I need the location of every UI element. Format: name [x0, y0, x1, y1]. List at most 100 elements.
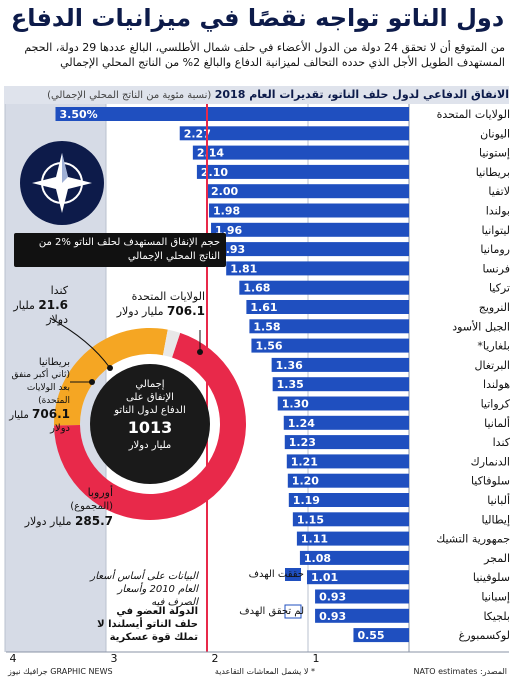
bar — [299, 550, 409, 565]
bar — [272, 377, 409, 392]
legend-met-swatch — [285, 568, 301, 581]
bar — [246, 300, 409, 314]
canada-leader-dot — [107, 365, 113, 371]
us-label: الولايات المتحدة 706.1 مليار دولار — [105, 290, 205, 319]
x-tick-label: 2 — [212, 652, 219, 665]
category-label: جمهورية التشيك — [436, 533, 510, 546]
bar-value-label: 2.14 — [197, 147, 224, 160]
bar — [214, 242, 409, 257]
legend-met-label: حققت الهدف — [248, 569, 304, 580]
donut-center-line1: إجمالي — [135, 379, 165, 390]
category-label: كرواتيا — [481, 398, 511, 411]
bar — [226, 261, 409, 276]
bar — [277, 396, 409, 411]
donut-segment — [162, 329, 181, 358]
bar — [286, 454, 409, 469]
bar-value-label: 0.55 — [357, 629, 384, 642]
bar — [288, 493, 409, 507]
donut-center: إجمالي الإنفاق على الدفاع لدول الناتو 10… — [95, 378, 205, 452]
bar — [292, 512, 409, 527]
bar — [353, 628, 409, 643]
bar — [315, 608, 409, 623]
uk-label: بريطانيا (ثاني أكبر منفق بعد الولايات ال… — [8, 356, 70, 435]
bar — [251, 338, 409, 353]
canada-unit: مليار دولار — [13, 299, 68, 326]
bar-value-label: 0.93 — [319, 591, 346, 604]
footer-footnote: * لا يشمل المعاشات التقاعدية — [214, 667, 315, 676]
bar-value-label: 1.15 — [297, 513, 324, 526]
canada-value: 21.6 — [38, 298, 68, 312]
category-label: ليتوانيا — [482, 224, 510, 237]
iceland-note: الدولة العضو في حلف الناتو أيسلندا لا تم… — [97, 606, 198, 643]
target-label: حجم الإنفاق المستهدف لحلف الناتو %2 من ا… — [14, 233, 226, 267]
bar — [306, 570, 409, 585]
bar-value-label: 1.08 — [304, 552, 331, 565]
donut-center-disc — [90, 364, 210, 484]
legend-not-met-swatch — [284, 604, 302, 619]
donut-segment — [54, 328, 168, 426]
bar — [211, 222, 409, 237]
category-label: بلغاريا* — [477, 340, 510, 353]
category-label: سلوفينيا — [473, 571, 510, 584]
bar-value-label: 1.20 — [292, 475, 319, 488]
footer-credit: GRAPHIC NEWS جرافيك نيوز — [8, 667, 113, 676]
basis-note: البيانات على أساس أسعار العام 2010 وأسعا… — [90, 571, 198, 608]
bar-value-label: 1.61 — [250, 301, 277, 314]
category-label: البرتغال — [474, 359, 510, 372]
chart-header: الانفاق الدفاعي لدول حلف الناتو، تقديرات… — [4, 86, 509, 104]
category-label: لاتفيا — [488, 185, 510, 198]
category-label: ألبانيا — [487, 493, 510, 507]
bar-value-label: 1.30 — [282, 398, 309, 411]
category-label: النرويج — [479, 301, 510, 314]
bar — [284, 435, 409, 450]
category-label: بلجيكا — [483, 610, 510, 623]
bar-value-label: 1.21 — [291, 455, 318, 468]
bar-value-label: 1.11 — [301, 533, 328, 546]
bar — [207, 184, 409, 199]
donut-center-unit: مليار دولار — [128, 440, 172, 451]
bar — [196, 164, 409, 179]
uk-leader-dot — [89, 379, 95, 385]
uk-name: بريطانيا — [38, 357, 70, 368]
canada-leader-line — [49, 317, 111, 369]
europe-unit: مليار دولار — [24, 515, 72, 528]
category-label: بريطانيا — [476, 166, 510, 179]
legend-not-met: لم تحقق الهدف — [214, 606, 304, 617]
footer-source: المصدر: NATO estimates — [413, 667, 507, 676]
nato-star-shade — [62, 153, 68, 183]
category-label: فرنسا — [482, 262, 510, 275]
bar-value-label: 0.93 — [319, 610, 346, 623]
us-name: الولايات المتحدة — [131, 290, 205, 303]
uk-note: (ثاني أكبر منفق بعد الولايات المتحدة) — [11, 370, 70, 406]
bar-value-label: 1.35 — [277, 378, 304, 391]
europe-name: أوروبا — [87, 486, 113, 499]
bar-value-label: 1.68 — [243, 282, 270, 295]
bar — [192, 145, 409, 160]
bar-value-label: 1.56 — [255, 340, 282, 353]
uk-unit: مليار دولار — [9, 410, 70, 434]
category-label: لوكسمبورغ — [459, 629, 510, 642]
bar-value-label: 1.98 — [213, 205, 240, 218]
bar-value-label: 1.81 — [230, 262, 257, 275]
category-label: الولايات المتحدة — [437, 108, 510, 121]
europe-value: 285.7 — [75, 514, 113, 528]
bar — [271, 357, 409, 372]
bar-value-label: 1.23 — [289, 436, 316, 449]
bar-value-label: 3.50% — [60, 108, 98, 121]
bar-value-label: 1.01 — [311, 571, 338, 584]
donut-center-line2: الإنفاق على — [126, 392, 174, 403]
category-label: ألمانيا — [484, 416, 510, 430]
page-title: دول الناتو تواجه نقصًا في ميزانيات الدفا… — [10, 4, 505, 32]
legend-met: حققت الهدف — [214, 569, 304, 580]
uk-value: 706.1 — [32, 407, 70, 421]
bar-value-label: 2.00 — [211, 185, 238, 198]
category-label: بولندا — [486, 205, 510, 218]
bar — [209, 203, 409, 218]
bar — [55, 107, 409, 121]
category-label: المجر — [483, 552, 510, 565]
legend-not-met-label: لم تحقق الهدف — [239, 606, 304, 617]
europe-label: أوروبا (المجموع) 285.7 مليار دولار — [8, 486, 113, 529]
bar-value-label: 1.19 — [293, 494, 320, 507]
category-label: الجبل الأسود — [452, 319, 510, 333]
